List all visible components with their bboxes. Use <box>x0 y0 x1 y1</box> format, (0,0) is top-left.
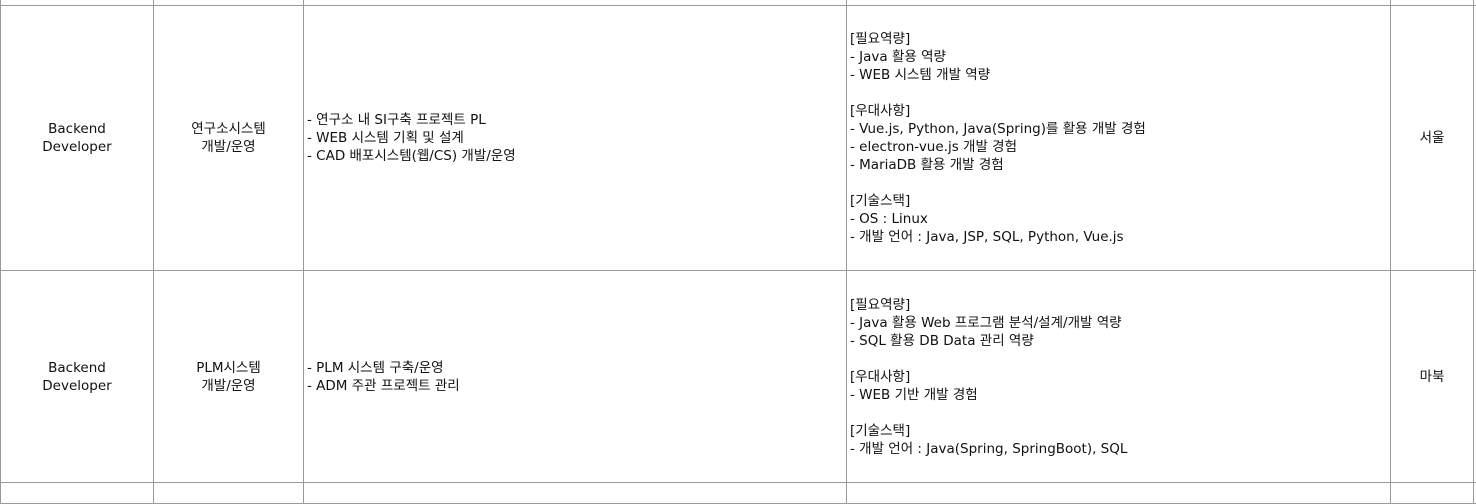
location-label: 마북 <box>1420 369 1445 385</box>
required-item: - Java 활용 역량 <box>850 48 1390 66</box>
stack-item: - 개발 언어 : Java, JSP, SQL, Python, Vue.js <box>850 228 1390 246</box>
position-cell: Backend Developer <box>1 271 154 483</box>
requirements-cell: [필요역량] - Java 활용 역량 - WEB 시스템 개발 역량 [우대사… <box>847 6 1391 271</box>
table-row-next <box>1 483 1476 504</box>
table-cell <box>1 483 154 504</box>
position-line: Backend <box>1 120 153 138</box>
duty-item: - CAD 배포시스템(웹/CS) 개발/운영 <box>307 147 846 165</box>
spacer <box>850 84 1390 102</box>
table-cell <box>1391 483 1474 504</box>
position-line: Backend <box>1 359 153 377</box>
spacer <box>850 350 1390 368</box>
location-label: 서울 <box>1420 130 1445 146</box>
duties-cell: - PLM 시스템 구축/운영 - ADM 주관 프로젝트 관리 <box>304 271 847 483</box>
stack-item: - OS : Linux <box>850 210 1390 228</box>
position-line: Developer <box>1 138 153 156</box>
duty-item: - WEB 시스템 기획 및 설계 <box>307 129 846 147</box>
duties-cell: - 연구소 내 SI구축 프로젝트 PL - WEB 시스템 기획 및 설계 -… <box>304 6 847 271</box>
table-row: Backend Developer 연구소시스템 개발/운영 - 연구소 내 S… <box>1 6 1476 271</box>
required-item: - SQL 활용 DB Data 관리 역량 <box>850 332 1390 350</box>
preferred-title: [우대사항] <box>850 368 1390 386</box>
required-title: [필요역량] <box>850 30 1390 48</box>
location-cell: 서울 <box>1391 6 1474 271</box>
table-cell <box>847 483 1391 504</box>
team-line: 개발/운영 <box>154 138 303 156</box>
required-title: [필요역량] <box>850 296 1390 314</box>
preferred-item: - WEB 기반 개발 경험 <box>850 386 1390 404</box>
team-line: PLM시스템 <box>154 359 303 377</box>
preferred-item: - MariaDB 활용 개발 경험 <box>850 156 1390 174</box>
table-cell <box>304 483 847 504</box>
duty-item: - 연구소 내 SI구축 프로젝트 PL <box>307 111 846 129</box>
required-item: - Java 활용 Web 프로그램 분석/설계/개발 역량 <box>850 314 1390 332</box>
location-cell: 마북 <box>1391 271 1474 483</box>
team-line: 개발/운영 <box>154 377 303 395</box>
team-cell: 연구소시스템 개발/운영 <box>154 6 304 271</box>
stack-item: - 개발 언어 : Java(Spring, SpringBoot), SQL <box>850 440 1390 458</box>
table-cell <box>154 483 304 504</box>
required-item: - WEB 시스템 개발 역량 <box>850 66 1390 84</box>
team-line: 연구소시스템 <box>154 120 303 138</box>
table-row: Backend Developer PLM시스템 개발/운영 - PLM 시스템… <box>1 271 1476 483</box>
team-cell: PLM시스템 개발/운영 <box>154 271 304 483</box>
duty-item: - ADM 주관 프로젝트 관리 <box>307 377 846 395</box>
preferred-item: - electron-vue.js 개발 경험 <box>850 138 1390 156</box>
preferred-title: [우대사항] <box>850 102 1390 120</box>
requirements-cell: [필요역량] - Java 활용 Web 프로그램 분석/설계/개발 역량 - … <box>847 271 1391 483</box>
position-line: Developer <box>1 377 153 395</box>
preferred-item: - Vue.js, Python, Java(Spring)를 활용 개발 경험 <box>850 120 1390 138</box>
spacer <box>850 404 1390 422</box>
spacer <box>850 174 1390 192</box>
position-cell: Backend Developer <box>1 6 154 271</box>
stack-title: [기술스택] <box>850 422 1390 440</box>
stack-title: [기술스택] <box>850 192 1390 210</box>
duty-item: - PLM 시스템 구축/운영 <box>307 359 846 377</box>
